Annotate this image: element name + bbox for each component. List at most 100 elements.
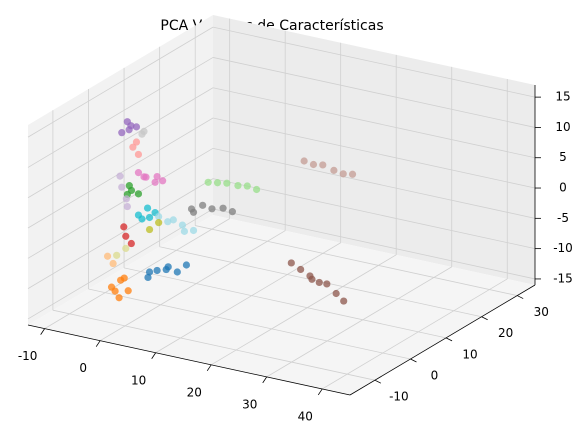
tick-mark (206, 364, 212, 372)
y-tick-label: 0 (431, 369, 439, 383)
point (132, 123, 141, 131)
point (138, 215, 146, 223)
grid-line (212, 57, 536, 128)
pane (28, 15, 213, 325)
point (113, 251, 121, 259)
tick-mark (40, 328, 45, 335)
grid-line (88, 288, 411, 360)
point (332, 289, 340, 298)
grid-line (195, 225, 518, 296)
point (143, 204, 152, 212)
point (164, 263, 172, 271)
point (155, 219, 163, 227)
tick-mark (445, 337, 453, 342)
point (153, 172, 161, 181)
point (134, 169, 143, 177)
point (309, 160, 318, 169)
point (228, 208, 236, 216)
point (144, 273, 152, 282)
grid-line (212, 117, 536, 189)
pane (213, 15, 535, 285)
grid-line (44, 218, 230, 329)
point (125, 182, 133, 190)
grid-line (52, 309, 375, 381)
y-tick-label: 30 (534, 305, 549, 319)
point (339, 170, 347, 178)
point (323, 280, 331, 288)
y-tick-label: 20 (498, 326, 513, 340)
point (173, 268, 181, 276)
point (208, 205, 216, 213)
point (180, 227, 189, 235)
grid-line (27, 178, 214, 289)
point (243, 182, 251, 190)
point (164, 218, 172, 226)
point (116, 172, 124, 180)
point (122, 195, 130, 203)
point (308, 275, 316, 283)
x-tick-label: 0 (79, 361, 87, 375)
grid-line (212, 26, 536, 98)
pane (28, 215, 535, 395)
y-tick-label: 10 (462, 347, 477, 361)
point (134, 150, 143, 159)
x-tick-label: 10 (131, 373, 146, 387)
point (153, 266, 161, 275)
x-tick-label: 40 (298, 409, 313, 423)
tick-mark (517, 295, 524, 299)
z-tick-label: 5 (559, 150, 567, 164)
point (348, 170, 357, 178)
point (219, 204, 227, 212)
point (103, 252, 112, 260)
point (115, 294, 123, 302)
point (189, 208, 198, 216)
axis-line (349, 284, 536, 396)
x-tick-label: -10 (18, 349, 38, 363)
tick-mark (481, 316, 488, 321)
tick-mark (262, 376, 268, 384)
point (111, 287, 119, 295)
grid-line (155, 242, 341, 354)
z-tick-label: -5 (557, 211, 569, 225)
z-tick-label: 15 (555, 90, 570, 104)
point (140, 173, 148, 181)
point (145, 268, 154, 276)
axis-line (27, 324, 351, 396)
point (223, 179, 231, 187)
point (213, 179, 222, 187)
tick-mark (317, 388, 323, 396)
point (123, 202, 131, 211)
point (199, 201, 207, 209)
x-tick-label: 20 (187, 385, 202, 399)
y-tick-label: -10 (389, 390, 409, 404)
z-tick-label: 0 (559, 181, 567, 195)
point (124, 287, 132, 295)
point (145, 213, 154, 222)
point (134, 190, 143, 198)
z-tick-label: 10 (555, 120, 570, 134)
grid-line (27, 87, 214, 199)
grid-line (123, 267, 447, 339)
point (159, 177, 167, 185)
grid-line (212, 87, 536, 159)
grid-line (27, 57, 214, 168)
point (129, 143, 137, 151)
point (169, 216, 177, 224)
point (122, 244, 130, 252)
point (300, 157, 308, 165)
point (118, 183, 126, 191)
point (178, 221, 187, 229)
point (120, 223, 128, 231)
z-tick-label: -15 (553, 271, 573, 285)
tick-mark (151, 352, 157, 359)
grid-line (212, 208, 536, 280)
point (234, 181, 242, 190)
point (127, 239, 135, 248)
point (145, 225, 154, 234)
point (182, 261, 191, 269)
tick-mark (95, 340, 101, 347)
grid-line (27, 26, 214, 138)
point (297, 265, 305, 274)
point (315, 278, 323, 287)
